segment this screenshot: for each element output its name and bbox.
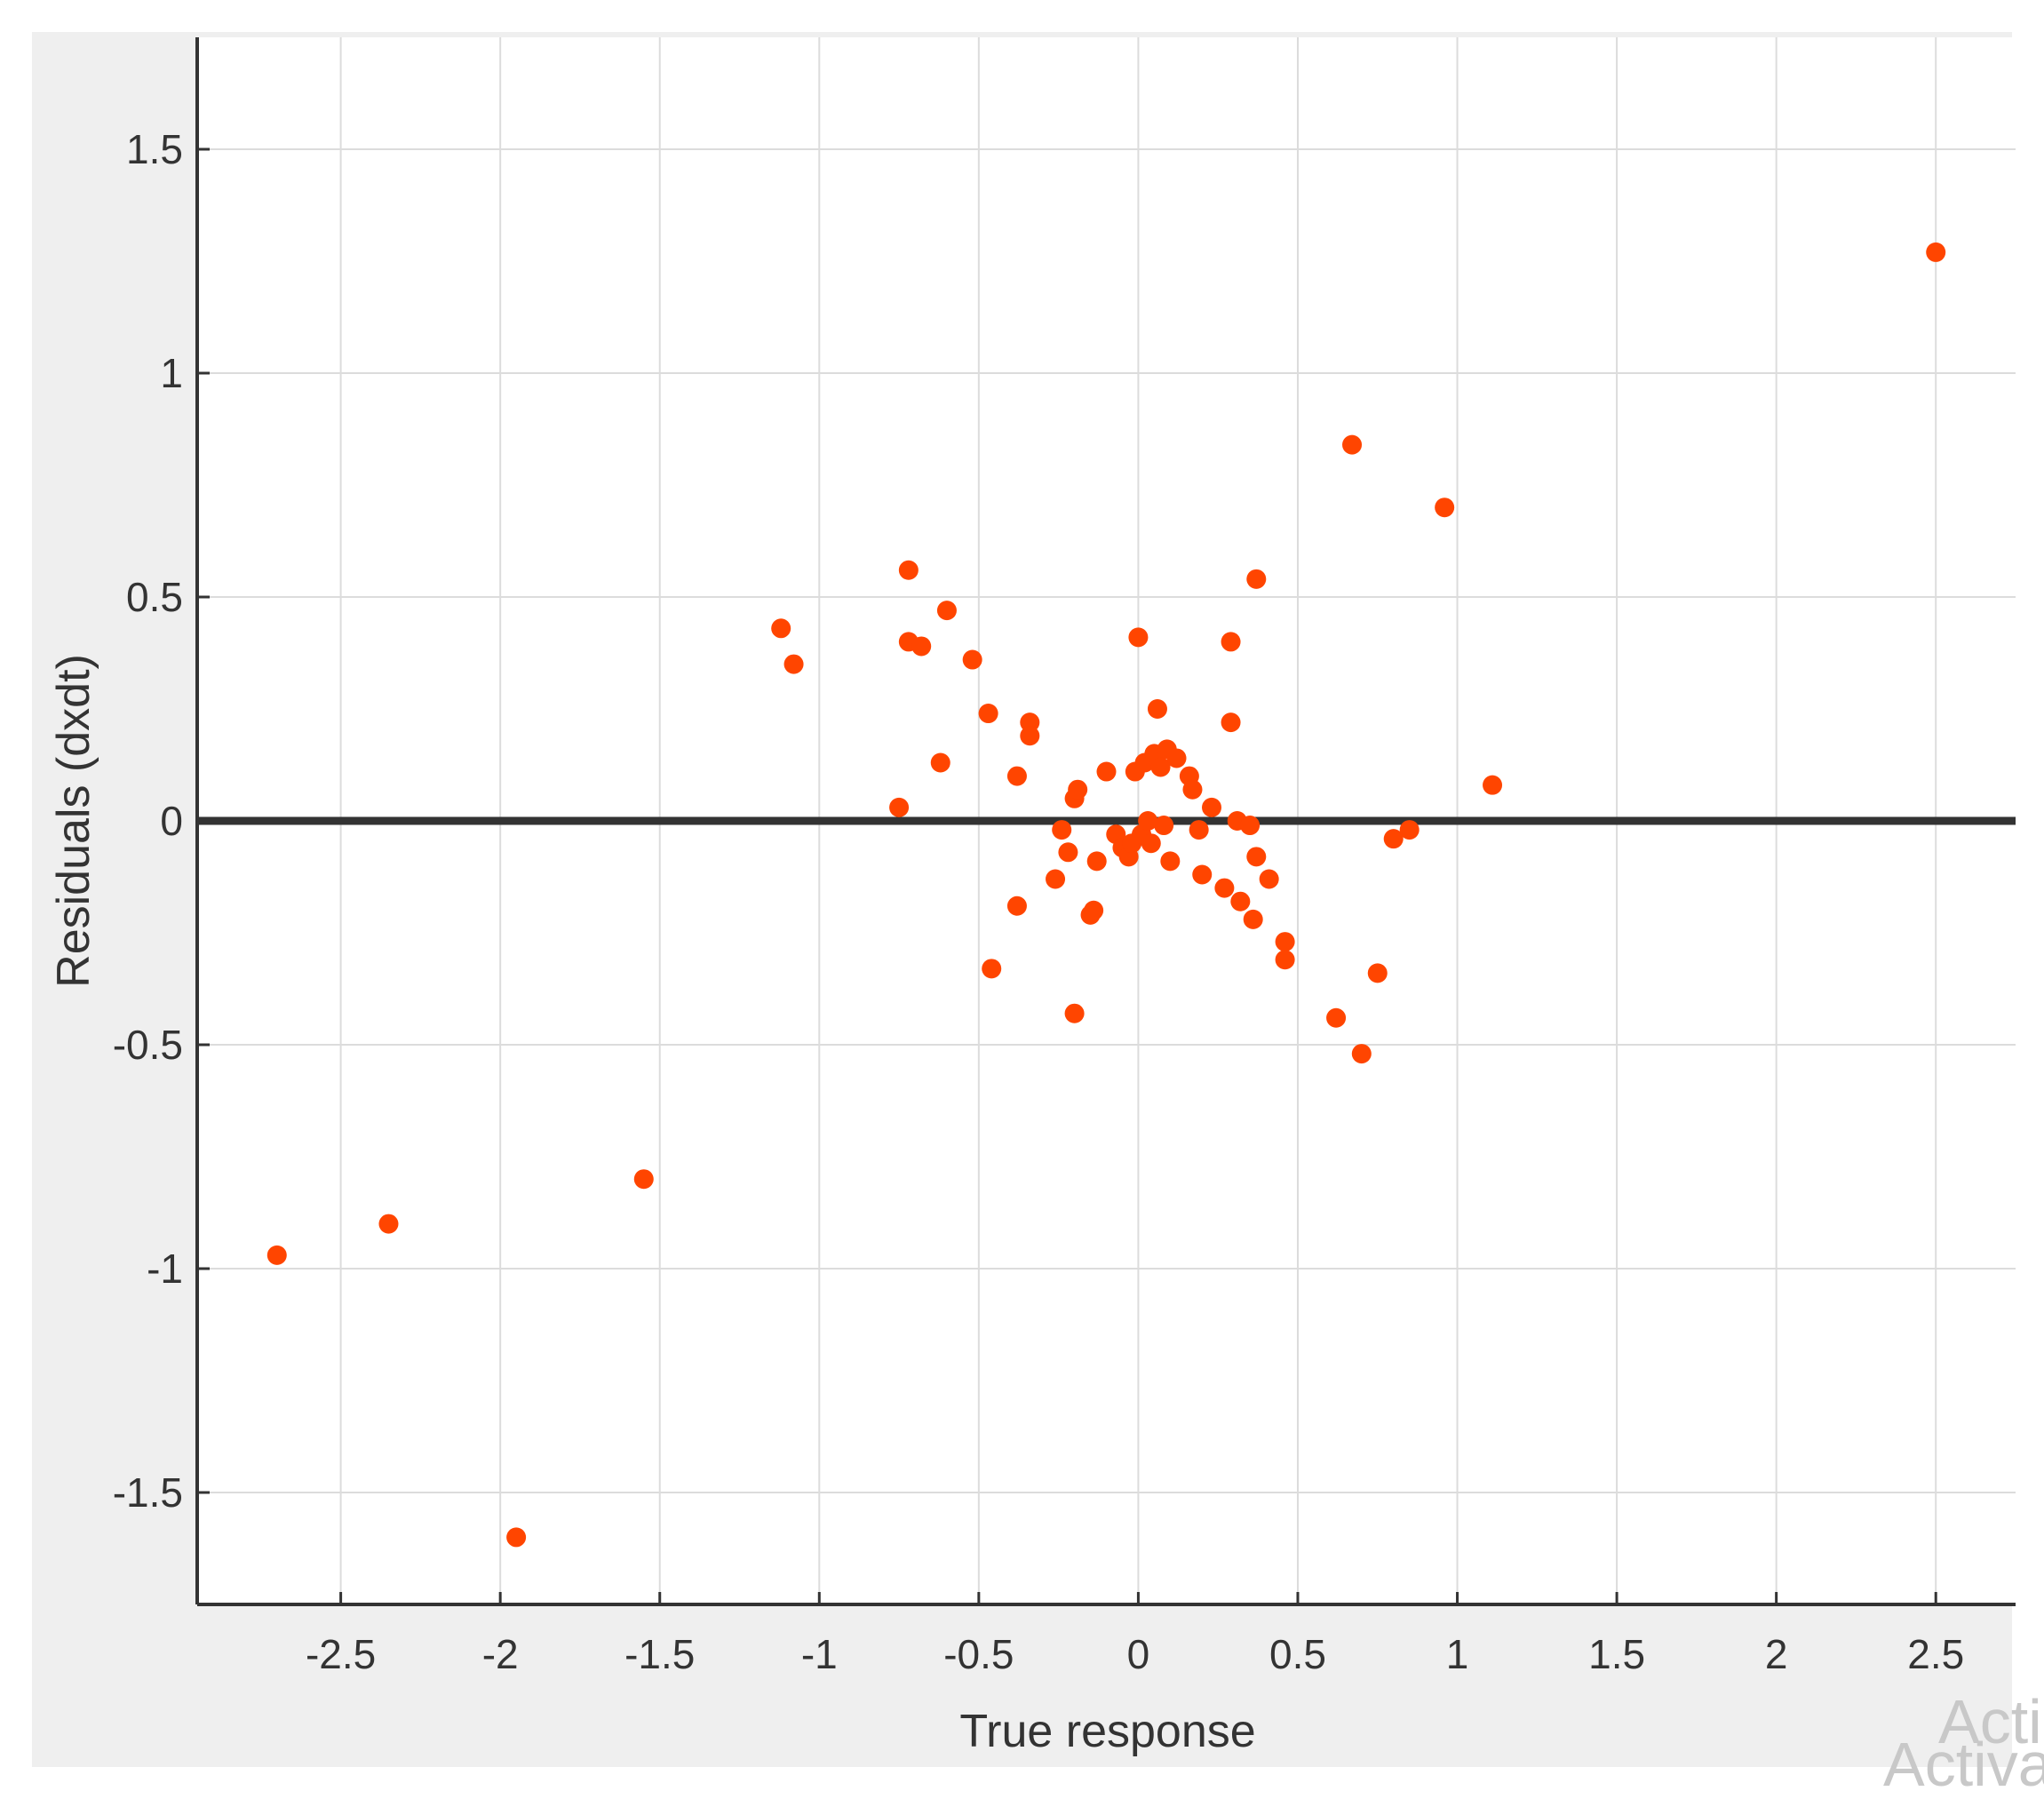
data-point: [378, 1214, 399, 1234]
data-point: [1141, 833, 1161, 854]
data-point: [1189, 820, 1209, 840]
data-point: [1147, 699, 1167, 719]
data-point: [1243, 909, 1263, 929]
data-point: [1326, 1007, 1347, 1028]
data-point: [1202, 797, 1222, 817]
data-point: [1064, 1003, 1085, 1023]
data-point: [889, 797, 910, 817]
data-point: [1230, 891, 1251, 911]
data-point: [1046, 869, 1066, 889]
data-point: [1192, 864, 1213, 885]
x-tick-label: -2.5: [306, 1631, 376, 1677]
data-point: [978, 704, 998, 724]
data-point: [1020, 726, 1040, 746]
data-point: [1058, 842, 1078, 863]
data-points: [266, 242, 1946, 1548]
x-axis-title: True response: [959, 1706, 1255, 1757]
x-tick-label: 2: [1765, 1631, 1788, 1677]
data-point: [1084, 900, 1104, 920]
x-tick-label: -2: [482, 1631, 519, 1677]
data-point: [1214, 878, 1235, 898]
data-point: [1259, 869, 1279, 889]
y-axis-title: Residuals (dxdt): [48, 654, 99, 988]
data-point: [1351, 1044, 1372, 1064]
data-point: [1383, 829, 1404, 849]
data-point: [1052, 820, 1072, 840]
data-point: [1240, 816, 1261, 836]
data-point: [1160, 851, 1181, 872]
data-point: [982, 959, 1002, 979]
data-point: [930, 752, 950, 773]
y-tick-label: 0.5: [126, 574, 183, 620]
data-point: [1096, 761, 1117, 782]
data-point: [1182, 779, 1203, 800]
data-point: [1128, 627, 1149, 648]
data-point: [1020, 712, 1040, 733]
x-tick-labels: -2.5 -2 -1.5 -1 -0.5 0 0.5 1 1.5 2 2.5: [306, 1592, 1964, 1677]
data-point: [898, 560, 919, 580]
x-tick-label: 2.5: [1907, 1631, 1964, 1677]
data-point: [1150, 757, 1171, 777]
data-point: [1166, 748, 1187, 768]
data-point: [1086, 851, 1107, 872]
watermark-line-1: Acti: [1938, 1687, 2042, 1756]
y-tick-label: 1: [160, 350, 183, 396]
data-point: [771, 618, 791, 639]
data-point: [506, 1527, 527, 1548]
data-point: [1246, 847, 1267, 867]
data-point: [1006, 766, 1027, 786]
data-point: [783, 654, 804, 674]
data-point: [1483, 775, 1503, 795]
x-tick-label: 1: [1446, 1631, 1469, 1677]
data-point: [1246, 569, 1267, 589]
data-point: [1221, 632, 1241, 652]
data-point: [1006, 896, 1027, 916]
data-point: [1399, 820, 1420, 840]
data-point: [1342, 434, 1363, 455]
x-tick-label: -1.5: [624, 1631, 695, 1677]
data-point: [1367, 963, 1388, 983]
data-point: [266, 1245, 287, 1265]
y-tick-label: -0.5: [113, 1022, 183, 1068]
data-point: [1275, 950, 1295, 970]
y-tick-label: -1.5: [113, 1469, 183, 1516]
data-point: [1435, 498, 1455, 518]
data-point: [911, 636, 932, 657]
x-tick-label: -1: [801, 1631, 838, 1677]
data-point: [1068, 779, 1088, 800]
y-tick-label: -1: [147, 1246, 183, 1292]
x-tick-label: 0: [1127, 1631, 1150, 1677]
data-point: [962, 649, 982, 670]
x-tick-label: -0.5: [943, 1631, 1014, 1677]
data-point: [936, 601, 957, 621]
y-tick-labels: -1.5 -1 -0.5 0 0.5 1 1.5: [113, 126, 210, 1516]
watermark-line-2: Activat: [1883, 1730, 2044, 1799]
data-point: [1221, 712, 1241, 733]
data-point: [1275, 932, 1295, 952]
data-point: [633, 1169, 654, 1190]
data-point: [1926, 242, 1946, 262]
x-tick-label: 1.5: [1588, 1631, 1645, 1677]
y-tick-label: 0: [160, 798, 183, 844]
y-tick-label: 1.5: [126, 126, 183, 172]
data-point: [1138, 811, 1158, 831]
data-point: [1154, 816, 1174, 836]
x-tick-label: 0.5: [1269, 1631, 1326, 1677]
